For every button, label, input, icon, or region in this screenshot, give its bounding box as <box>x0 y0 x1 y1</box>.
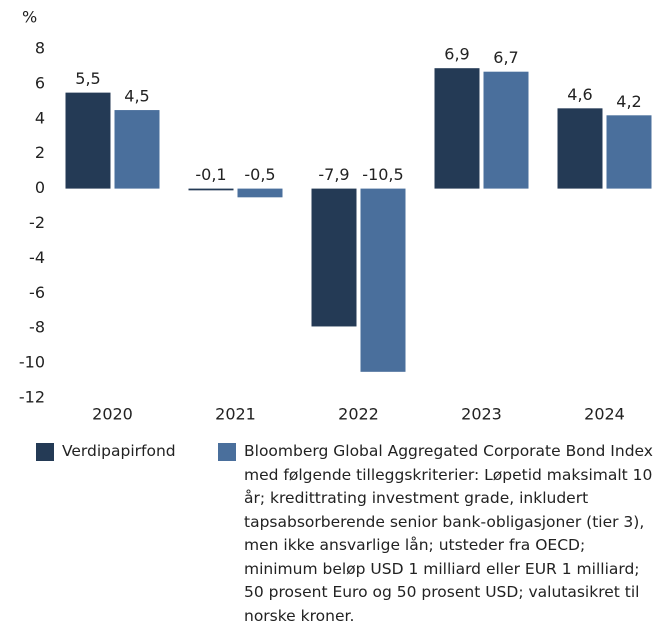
y-tick-label: -10 <box>19 353 45 372</box>
value-label: 4,5 <box>124 87 149 106</box>
value-label: 6,7 <box>493 48 518 67</box>
value-label: -0,1 <box>195 165 226 184</box>
x-tick-label: 2021 <box>215 405 256 424</box>
legend-label: Verdipapirfond <box>62 442 176 460</box>
y-tick-label: -6 <box>29 283 45 302</box>
bar <box>434 68 480 189</box>
value-label: -0,5 <box>244 165 275 184</box>
x-tick-label: 2022 <box>338 405 379 424</box>
bar <box>65 92 111 189</box>
value-label: 4,2 <box>616 92 641 111</box>
y-tick-label: 6 <box>35 73 45 92</box>
bar <box>188 188 234 191</box>
y-tick-label: -12 <box>19 388 45 407</box>
value-label: 5,5 <box>75 69 100 88</box>
x-tick-label: 2024 <box>584 405 625 424</box>
y-tick-label: 4 <box>35 108 45 127</box>
legend-swatch <box>36 443 54 461</box>
x-tick-label: 2023 <box>461 405 502 424</box>
value-label: 6,9 <box>444 45 469 64</box>
y-tick-label: 0 <box>35 178 45 197</box>
legend-swatch <box>218 443 236 461</box>
value-label: -7,9 <box>318 165 349 184</box>
bar <box>360 188 406 372</box>
bar <box>606 115 652 189</box>
y-tick-label: 2 <box>35 143 45 162</box>
value-label: 4,6 <box>567 85 592 104</box>
bar <box>114 110 160 189</box>
legend-label: Bloomberg Global Aggregated Corporate Bo… <box>244 442 653 625</box>
y-tick-label: 8 <box>35 39 45 58</box>
y-tick-label: -4 <box>29 248 45 267</box>
chart: % 86420-2-4-6-8-10-1220205,54,52021-0,1-… <box>19 8 652 424</box>
bar <box>483 71 529 189</box>
x-tick-label: 2020 <box>92 405 133 424</box>
y-axis-label: % <box>22 8 37 27</box>
bar <box>311 188 357 327</box>
y-tick-label: -2 <box>29 213 45 232</box>
bar <box>237 188 283 198</box>
value-label: -10,5 <box>362 165 403 184</box>
y-tick-label: -8 <box>29 318 45 337</box>
bar <box>557 108 603 189</box>
